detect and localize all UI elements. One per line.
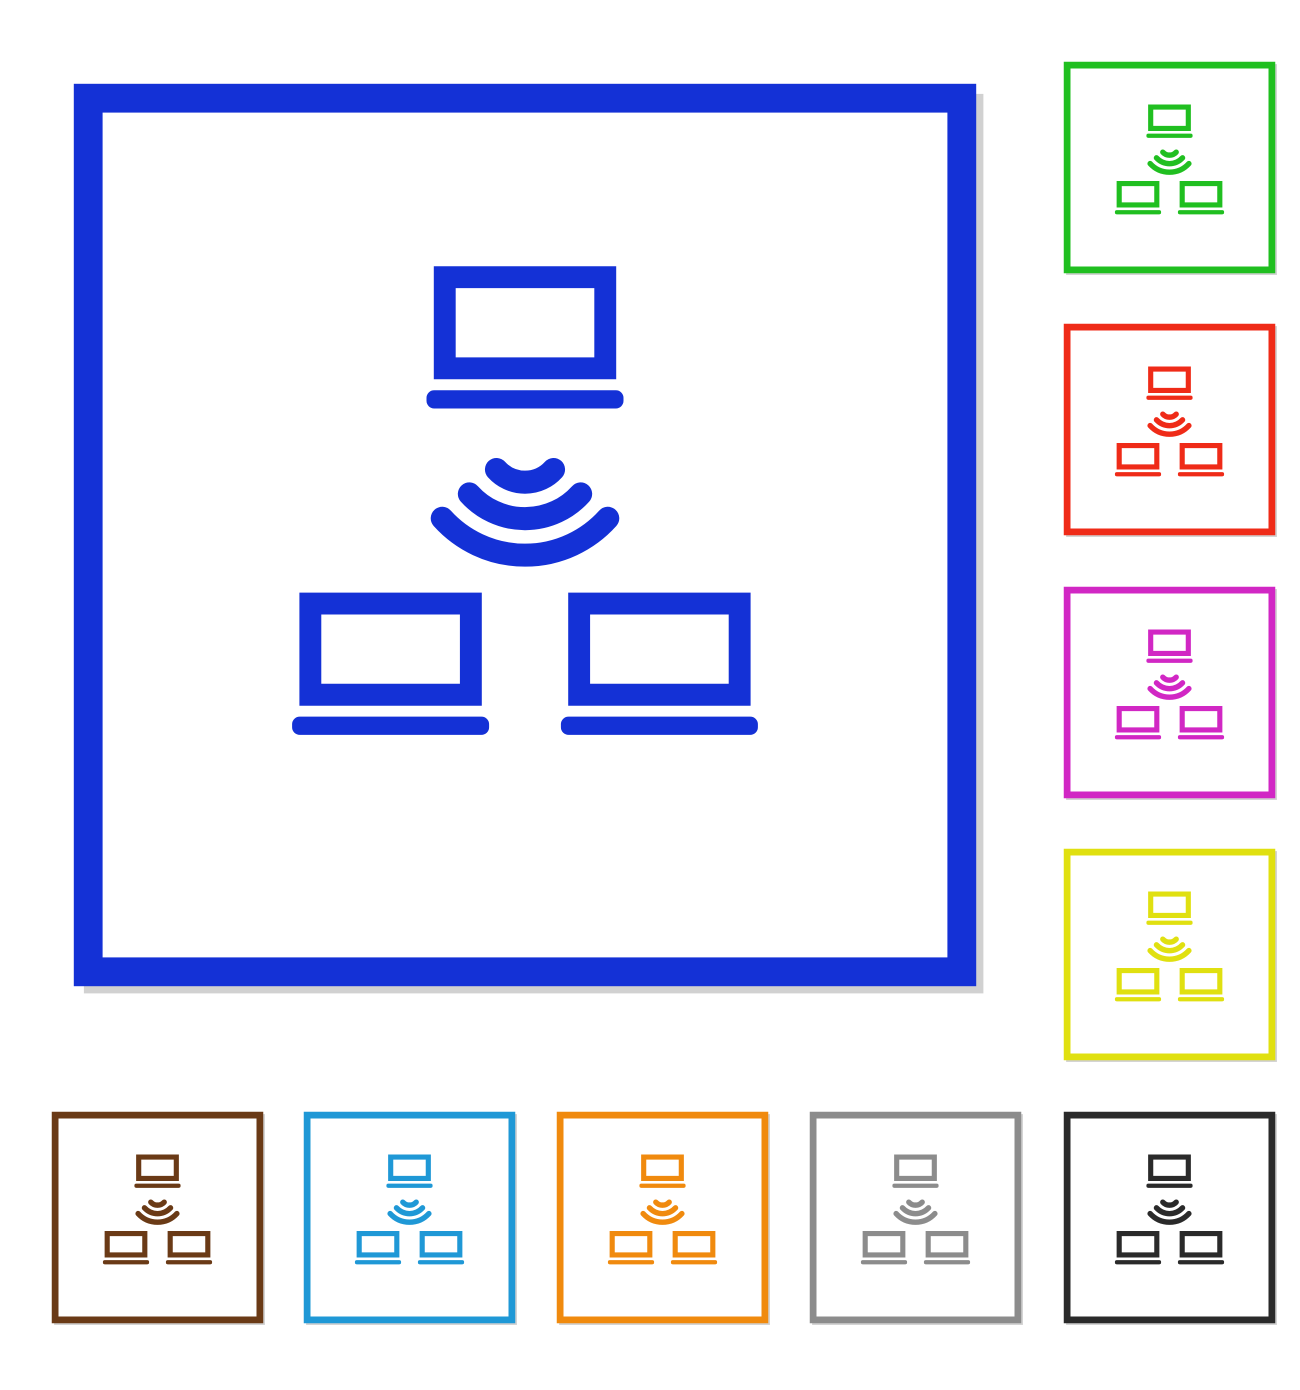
frame (1067, 1115, 1272, 1320)
icon-tile-bottom-1 (297, 1105, 522, 1330)
icon-tile-bottom-3 (803, 1105, 1028, 1330)
frame (1067, 65, 1272, 270)
frame (88, 98, 962, 972)
frame (1067, 327, 1272, 532)
frame (1067, 590, 1272, 795)
frame (560, 1115, 765, 1320)
frame (307, 1115, 512, 1320)
frame (55, 1115, 260, 1320)
icon-tile-right-1 (1057, 317, 1282, 542)
frame (813, 1115, 1018, 1320)
icon-tile-bottom-4 (1057, 1105, 1282, 1330)
icon-tile-bottom-2 (550, 1105, 775, 1330)
icon-tile-main (45, 55, 1005, 1015)
icon-tile-right-0 (1057, 55, 1282, 280)
icon-tile-right-2 (1057, 580, 1282, 805)
icon-tile-right-3 (1057, 842, 1282, 1067)
icon-tile-bottom-0 (45, 1105, 270, 1330)
frame (1067, 852, 1272, 1057)
